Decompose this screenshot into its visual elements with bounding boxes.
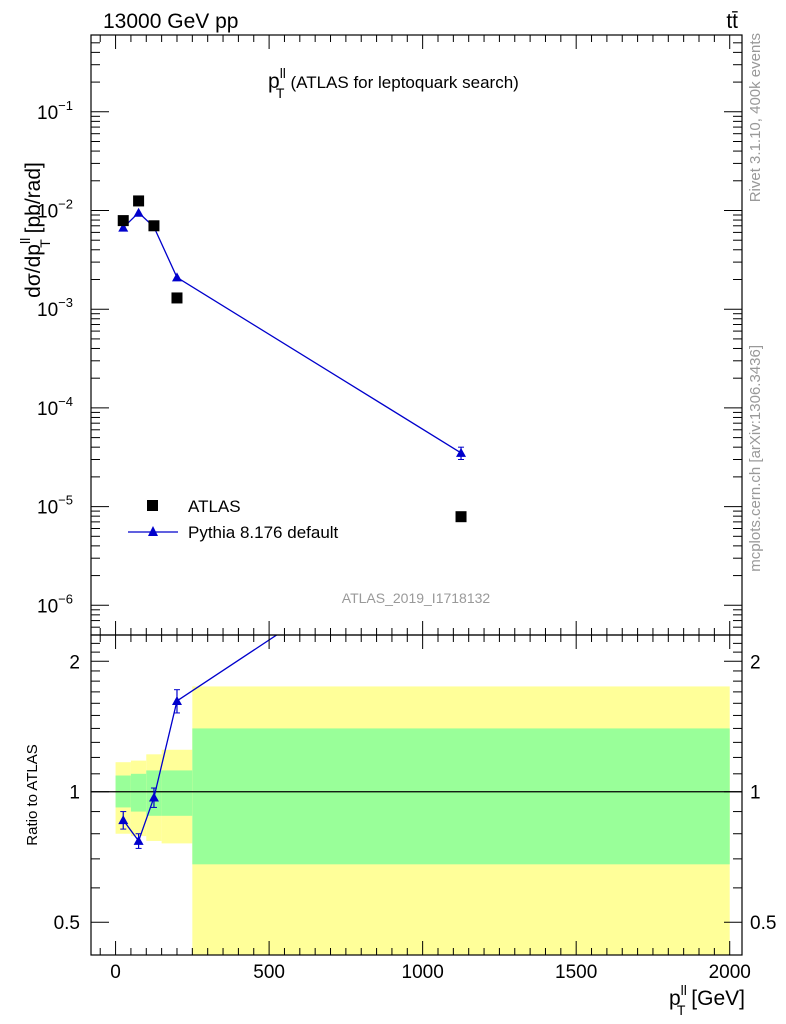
ratio-y-tick-label: 0.5 xyxy=(54,913,80,934)
rivet-label: Rivet 3.1.10, 400k events xyxy=(747,33,764,202)
energy-label: 13000 GeV pp xyxy=(103,10,238,33)
legend-data-marker xyxy=(147,500,158,511)
main-panel xyxy=(117,195,467,523)
x-tick-label: 500 xyxy=(253,962,285,983)
main-mc-point xyxy=(171,272,182,282)
main-mc-point xyxy=(118,222,129,232)
legend-mc-label: Pythia 8.176 default xyxy=(188,523,339,542)
process-label: tt̄ xyxy=(726,10,738,33)
main-data-point xyxy=(133,195,145,207)
plot-title: pll T(ATLAS for leptoquark search) xyxy=(268,65,519,101)
main-mc-line xyxy=(122,211,462,454)
x-tick-label: 2000 xyxy=(709,962,751,983)
ratio-mc-point xyxy=(133,835,144,845)
y-axis-label-main: dσ/dpll T [pb/rad] xyxy=(17,162,53,298)
ratio-mc-point xyxy=(171,695,182,705)
mcplots-label: mcplots.cern.ch [arXiv:1306.3436] xyxy=(747,345,764,572)
band-inner-3 xyxy=(161,770,193,816)
ratio-mc-point xyxy=(148,792,159,802)
x-tick-label: 1500 xyxy=(555,962,597,983)
ratio-panel xyxy=(91,635,742,849)
y-tick-label: 10−4 xyxy=(37,394,73,420)
y-tick-label: 10−5 xyxy=(37,493,73,519)
main-data-point xyxy=(148,220,160,232)
main-frame xyxy=(90,34,743,636)
y-tick-label: 10−1 xyxy=(37,98,73,124)
x-tick-label: 1000 xyxy=(402,962,444,983)
legend-mc-marker xyxy=(148,526,158,536)
ratio-y-tick-label-right: 2 xyxy=(750,652,761,673)
ratio-y-tick-label: 1 xyxy=(69,783,80,804)
x-axis-label: pll T [GeV] xyxy=(669,982,745,1018)
ratio-y-tick-label-right: 0.5 xyxy=(750,913,776,934)
main-mc-point xyxy=(456,447,467,457)
band-inner-4 xyxy=(192,728,730,865)
analysis-watermark: ATLAS_2019_I1718132 xyxy=(342,590,491,606)
legend: ATLAS Pythia 8.176 default xyxy=(128,497,339,542)
y-axis-label-ratio: Ratio to ATLAS xyxy=(24,744,41,845)
x-tick-label: 0 xyxy=(110,962,121,983)
band-inner-1 xyxy=(130,773,147,812)
ratio-mc-point xyxy=(118,815,129,825)
legend-data-label: ATLAS xyxy=(188,497,241,516)
ratio-y-tick-label-right: 1 xyxy=(750,783,761,804)
y-tick-label: 10−3 xyxy=(37,295,73,321)
main-data-point xyxy=(117,215,129,227)
ratio-y-tick-label: 2 xyxy=(69,652,80,673)
main-data-point xyxy=(171,292,183,304)
ratio-frame xyxy=(90,634,743,956)
ratio-uncertainty-bands xyxy=(115,686,730,955)
y-tick-label: 10−6 xyxy=(37,591,73,617)
main-mc-point xyxy=(133,207,144,217)
y-tick-label: 10−2 xyxy=(37,196,73,222)
main-data-point xyxy=(455,511,467,523)
axes: 0 500 1000 1500 2000 10−6 10−5 10−4 10−3 10−2 10−1… xyxy=(37,34,776,983)
